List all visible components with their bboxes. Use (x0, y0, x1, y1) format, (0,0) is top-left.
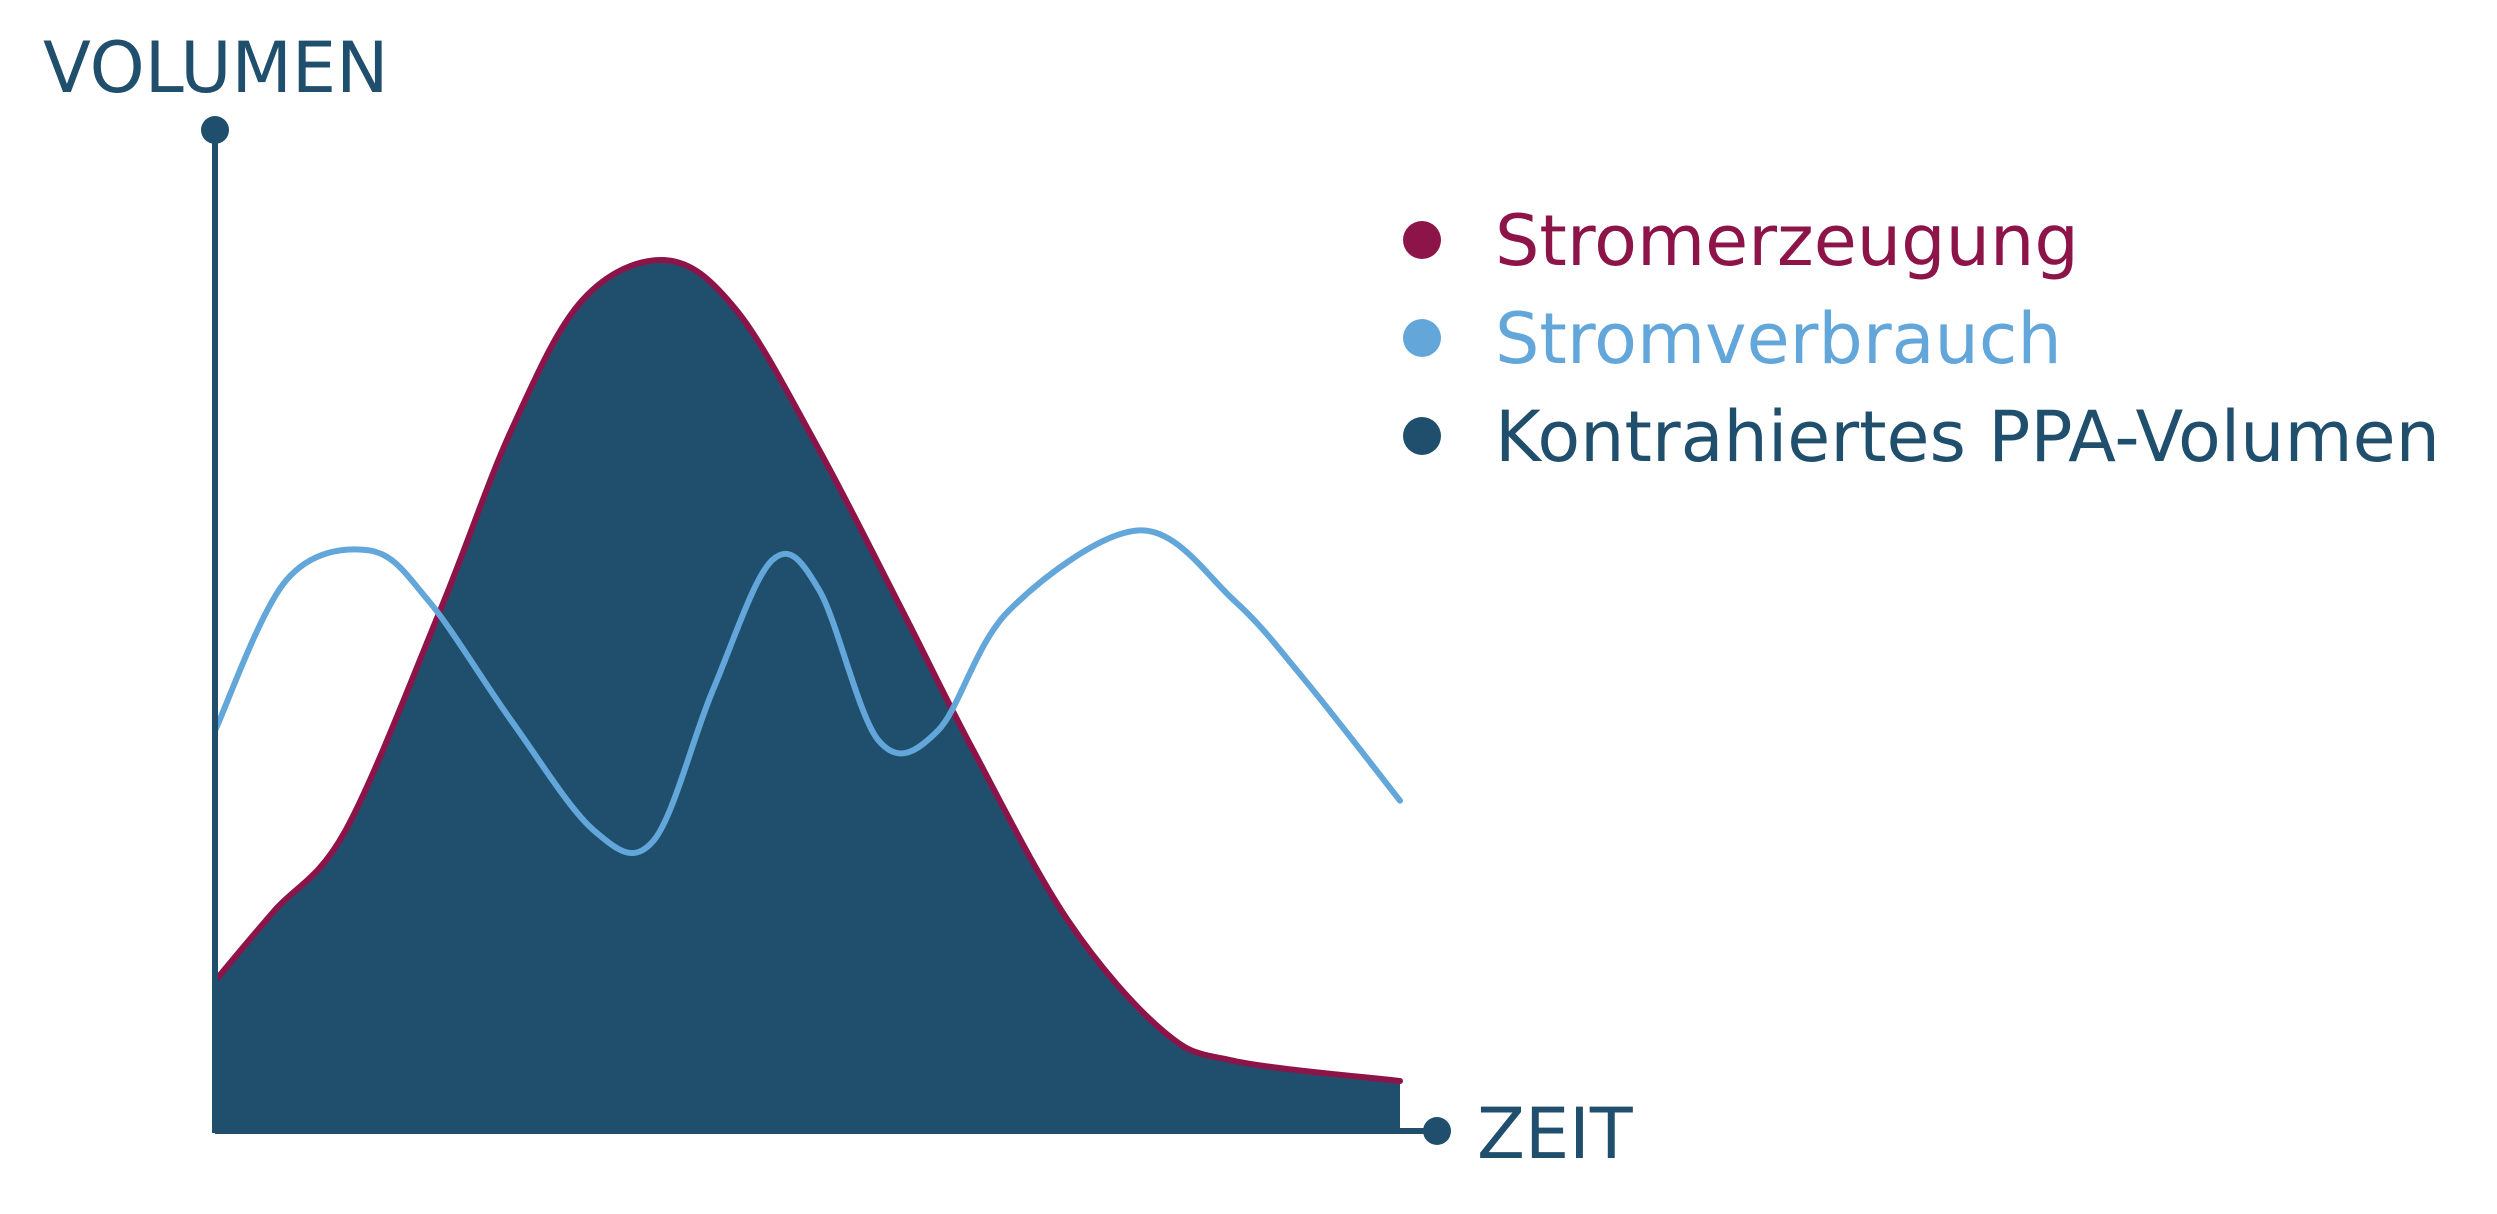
line-layer (212, 257, 1403, 1084)
legend-marker-1 (1403, 319, 1441, 357)
legend-label-1: Stromverbrauch (1495, 298, 2062, 380)
y-axis-label: VOLUMEN (43, 27, 389, 109)
legend-label-2: Kontrahiertes PPA-Volumen (1495, 396, 2440, 478)
x-axis-label: ZEIT (1477, 1093, 1633, 1175)
axes (201, 116, 1451, 1145)
legend-marker-0 (1403, 221, 1441, 259)
series-area-ppa-volume (215, 259, 1400, 1131)
y-axis-end-dot (201, 116, 229, 144)
x-axis-end-dot (1423, 1117, 1451, 1145)
legend-label-0: Stromerzeugung (1495, 200, 2079, 282)
series-line-1 (212, 527, 1403, 857)
series-line-0 (212, 257, 1403, 1084)
legend-marker-2 (1403, 417, 1441, 455)
legend: Stromerzeugung Stromverbrauch Kontrahierte… (1403, 200, 2440, 478)
area-layer (215, 259, 1400, 1131)
